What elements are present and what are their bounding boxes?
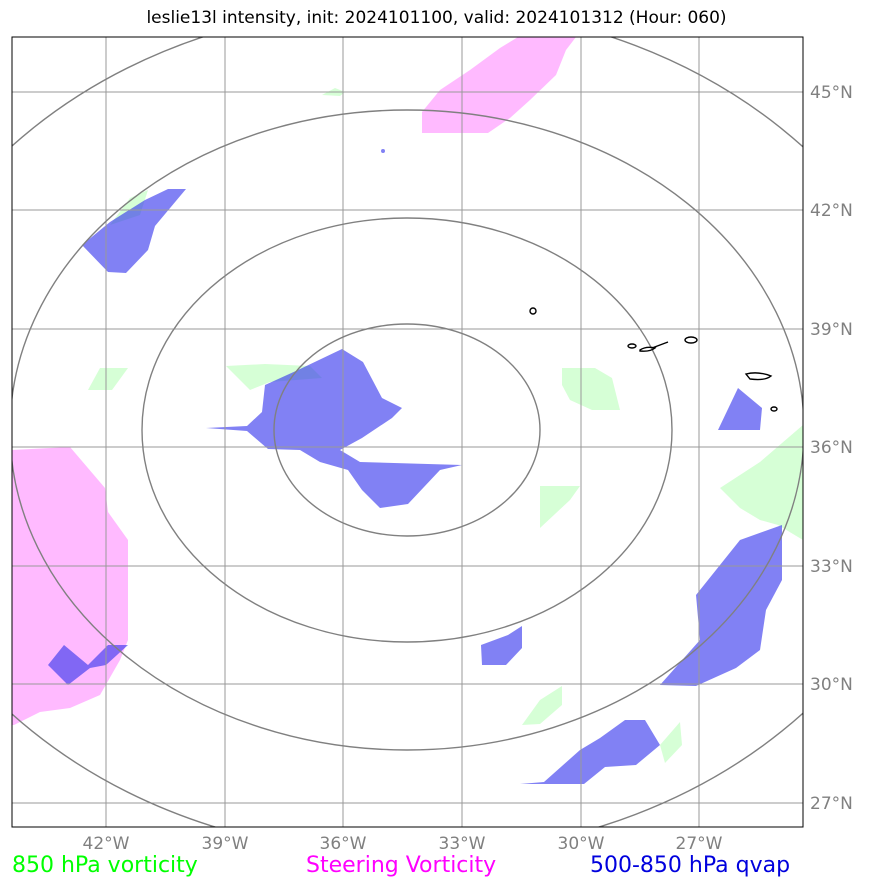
lon-labels: 42°W 39°W 36°W 33°W 30°W 27°W	[83, 834, 723, 854]
graticule	[12, 37, 803, 827]
qvap-southeast	[660, 525, 782, 686]
island-4	[651, 341, 669, 349]
lon-label: 36°W	[320, 834, 367, 854]
map-plot-area	[12, 37, 803, 827]
lat-label: 42°N	[810, 201, 853, 221]
lon-label: 42°W	[83, 834, 130, 854]
qvap-layer	[48, 149, 782, 784]
range-rings	[12, 37, 803, 827]
lat-label: 30°N	[810, 675, 853, 695]
island-5	[684, 336, 698, 344]
qvap-southwest	[48, 645, 128, 685]
vort-patch-5	[720, 425, 803, 540]
legend-vorticity-850: 850 hPa vorticity	[12, 853, 198, 878]
lon-label: 33°W	[439, 834, 486, 854]
lat-label: 33°N	[810, 557, 853, 577]
map-title: leslie13l intensity, init: 2024101100, v…	[146, 8, 727, 28]
plot-frame	[11, 36, 804, 828]
steering-vorticity-north	[422, 37, 576, 133]
island-7	[770, 406, 778, 412]
lat-label: 39°N	[810, 320, 853, 340]
legend-vorticity-850-label: 850 hPa vorticity	[12, 853, 198, 878]
vort-patch-6	[522, 686, 562, 725]
island-6	[744, 372, 773, 381]
range-ring-2	[141, 217, 673, 643]
qvap-east	[718, 388, 762, 430]
lat-label: 45°N	[810, 83, 853, 103]
vort-patch-4	[540, 486, 580, 528]
lon-label: 30°W	[558, 834, 605, 854]
lon-label: 27°W	[676, 834, 723, 854]
legend-qvap: 500-850 hPa qvap	[590, 853, 790, 878]
qvap-south-small	[481, 626, 522, 665]
island-3	[639, 346, 657, 352]
lat-labels: 45°N 42°N 39°N 36°N 33°N 30°N 27°N	[810, 83, 853, 814]
island-1	[529, 307, 537, 315]
qvap-south	[520, 720, 660, 784]
vort-patch-3	[562, 368, 620, 410]
legend-qvap-label: 500-850 hPa qvap	[590, 853, 791, 878]
coastlines	[529, 307, 778, 412]
range-ring-1	[273, 323, 541, 537]
legend-steering-vorticity: Steering Vorticity	[306, 853, 496, 878]
qvap-center	[206, 349, 462, 508]
vort-patch-7	[660, 722, 682, 763]
lat-label: 27°N	[810, 794, 853, 814]
qvap-dot	[381, 149, 385, 153]
legend-steering-vorticity-label: Steering Vorticity	[306, 853, 497, 878]
lon-label: 39°W	[202, 834, 249, 854]
range-ring-3	[12, 109, 803, 751]
lat-label: 36°N	[810, 438, 853, 458]
island-2	[627, 343, 637, 349]
vort-patch-1	[88, 368, 128, 390]
